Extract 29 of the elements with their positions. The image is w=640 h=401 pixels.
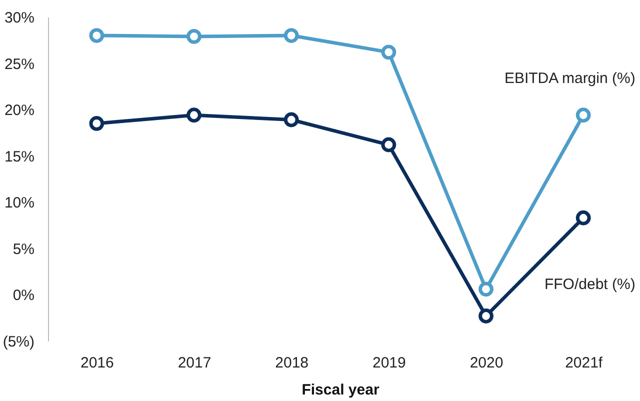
- x-tick-label: 2019: [372, 354, 406, 372]
- point: [89, 28, 104, 43]
- series-label: FFO/debt (%): [544, 276, 636, 293]
- y-tick-label: 25%: [4, 56, 34, 73]
- x-tick-label: 2021f: [565, 354, 604, 372]
- point: [478, 282, 494, 297]
- y-tick-label: (5%): [2, 334, 35, 350]
- y-tick-label: 20%: [4, 102, 34, 120]
- point: [89, 116, 104, 131]
- x-axis-title: Fiscal year: [302, 382, 380, 398]
- point: [381, 137, 396, 152]
- point: [576, 210, 591, 226]
- point: [186, 108, 202, 123]
- x-tick-label: 2018: [275, 354, 309, 372]
- x-tick-label: 2017: [178, 354, 212, 372]
- point: [576, 108, 591, 123]
- x-tick-label: 2020: [470, 354, 504, 372]
- y-tick-label: 0%: [12, 287, 34, 304]
- y-tick-label: 5%: [12, 240, 34, 258]
- text: EBITDA margin (%): [504, 70, 636, 88]
- point: [478, 308, 494, 324]
- point: [284, 28, 299, 43]
- point: [381, 44, 396, 60]
- y-tick-label: 15%: [4, 148, 34, 166]
- point: [186, 29, 202, 44]
- y-tick-label: 30%: [4, 10, 34, 26]
- y-tick-label: 10%: [4, 194, 34, 212]
- point: [284, 112, 299, 128]
- x-tick-label: 2016: [80, 354, 114, 372]
